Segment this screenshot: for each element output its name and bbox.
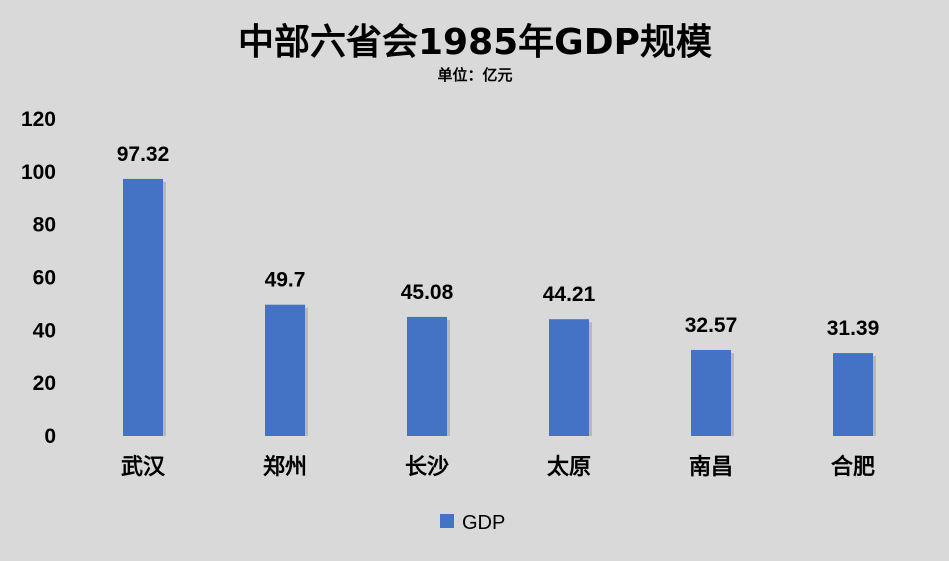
- legend-swatch: [440, 514, 454, 528]
- x-axis: 武汉 郑州 长沙 太原 南昌 合肥: [121, 454, 875, 480]
- x-tick-label: 太原: [547, 455, 591, 480]
- y-tick-label: 80: [33, 214, 56, 237]
- bar-5: [833, 353, 873, 436]
- data-label: 97.32: [117, 143, 170, 166]
- chart-subtitle: 单位：亿元: [437, 66, 512, 84]
- data-label: 32.57: [685, 314, 738, 337]
- chart-title: 中部六省会1985年GDP规模: [238, 22, 712, 63]
- y-tick-label: 60: [33, 267, 56, 290]
- y-tick-label: 0: [44, 425, 56, 448]
- bar-0: [123, 178, 163, 436]
- y-axis: 0 20 40 60 80 100 120: [21, 108, 56, 448]
- x-tick-label: 合肥: [831, 454, 875, 480]
- data-label: 45.08: [401, 281, 454, 304]
- x-tick-label: 郑州: [263, 455, 307, 480]
- y-tick-label: 20: [33, 372, 56, 395]
- bar-1: [265, 304, 305, 436]
- x-tick-label: 长沙: [405, 455, 449, 480]
- data-label: 31.39: [827, 317, 880, 340]
- legend: GDP: [440, 512, 505, 534]
- legend-label: GDP: [462, 512, 505, 534]
- bars: [123, 178, 876, 436]
- data-label: 49.7: [265, 269, 306, 292]
- y-tick-label: 100: [21, 161, 56, 184]
- x-tick-label: 武汉: [121, 455, 166, 480]
- bar-4: [691, 349, 731, 436]
- data-labels: 97.32 49.7 45.08 44.21 32.57 31.39: [117, 143, 880, 340]
- y-tick-label: 40: [33, 319, 56, 342]
- x-tick-label: 南昌: [689, 455, 733, 480]
- data-label: 44.21: [543, 283, 596, 306]
- bar-2: [407, 316, 447, 436]
- bar-3: [549, 319, 589, 436]
- y-tick-label: 120: [21, 108, 56, 131]
